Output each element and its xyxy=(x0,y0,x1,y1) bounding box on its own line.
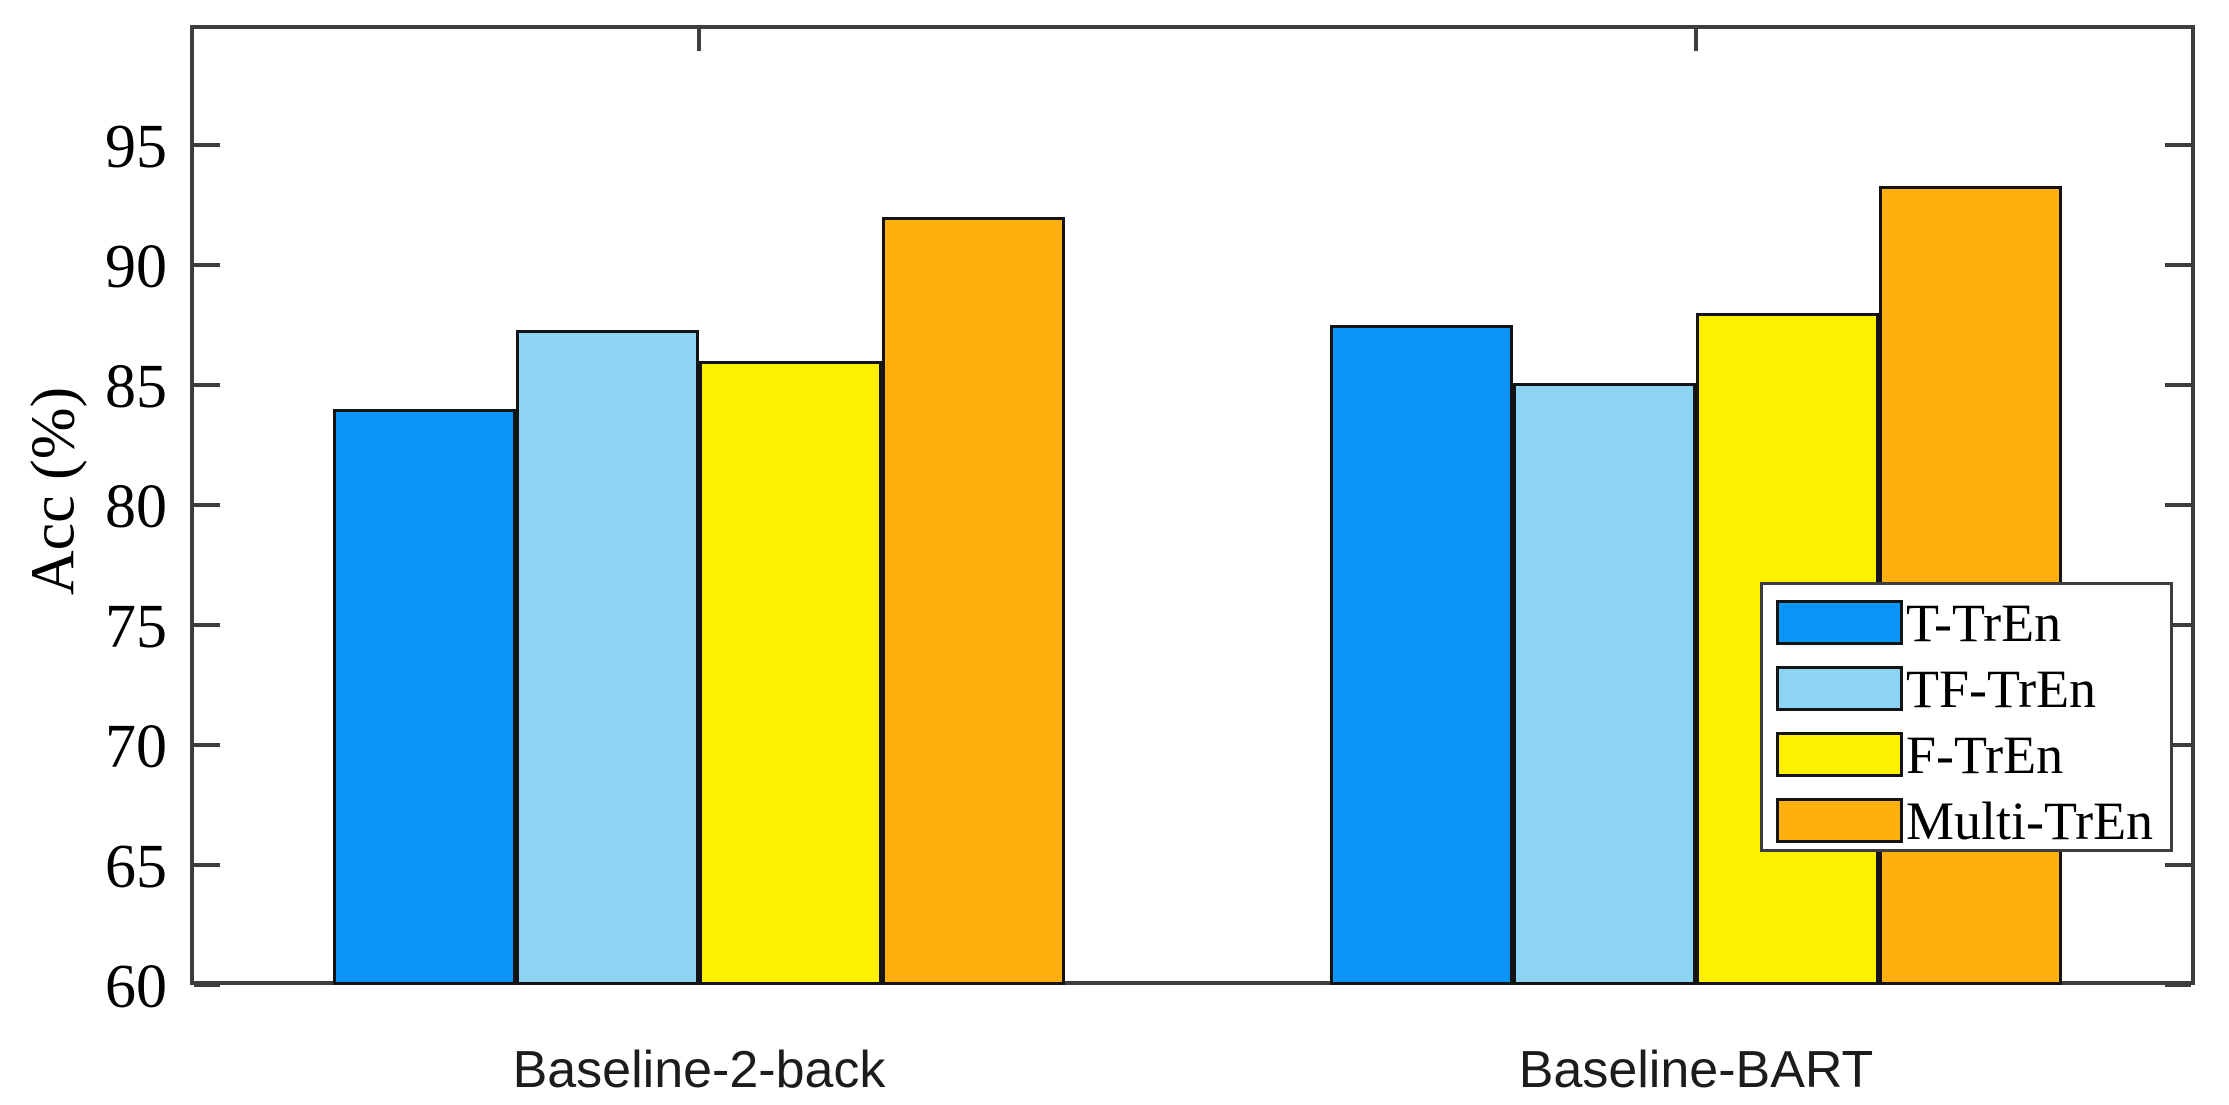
x-category-label: Baseline-2-back xyxy=(512,1041,886,1099)
y-tick-mark-left xyxy=(194,743,220,747)
x-category-label: Baseline-BART xyxy=(1518,1041,1874,1099)
bar-f-tren-1 xyxy=(699,361,882,985)
y-tick-mark-left xyxy=(194,623,220,627)
y-tick-mark-right xyxy=(2165,143,2191,147)
legend-label: F-TrEn xyxy=(1906,725,2064,785)
bar-t-tren-1 xyxy=(333,409,516,985)
y-tick-mark-right xyxy=(2165,263,2191,267)
legend-label: T-TrEn xyxy=(1906,593,2062,653)
y-tick-mark-right xyxy=(2165,623,2191,627)
y-axis-label: Acc (%) xyxy=(19,386,88,596)
y-tick-mark-right xyxy=(2165,503,2191,507)
legend-item: F-TrEn xyxy=(1763,725,2170,785)
y-tick-mark-right xyxy=(2165,863,2191,867)
legend-swatch-tf-tren xyxy=(1776,666,1903,711)
legend-swatch-t-tren xyxy=(1776,600,1903,645)
y-tick-mark-right xyxy=(2165,383,2191,387)
legend-swatch-f-tren xyxy=(1776,732,1903,777)
bar-multi-tren-1 xyxy=(882,217,1065,985)
bar-t-tren-2 xyxy=(1330,325,1513,985)
y-tick-mark-left xyxy=(194,863,220,867)
legend: T-TrEn TF-TrEn F-TrEn Multi-TrEn xyxy=(1760,582,2173,852)
legend-swatch-multi-tren xyxy=(1776,798,1903,843)
y-tick-label: 60 xyxy=(105,953,167,1021)
y-tick-mark-left xyxy=(194,263,220,267)
legend-item: T-TrEn xyxy=(1763,593,2170,653)
y-tick-mark-right xyxy=(2165,743,2191,747)
bar-tf-tren-2 xyxy=(1513,382,1696,985)
legend-label: TF-TrEn xyxy=(1906,659,2097,719)
bar-tf-tren-1 xyxy=(516,329,699,985)
legend-item: Multi-TrEn xyxy=(1763,791,2170,851)
y-tick-label: 95 xyxy=(105,113,167,181)
y-tick-mark-right xyxy=(2165,983,2191,987)
y-tick-mark-left xyxy=(194,983,220,987)
y-tick-label: 75 xyxy=(105,593,167,661)
y-tick-label: 85 xyxy=(105,353,167,421)
y-tick-label: 70 xyxy=(105,713,167,781)
y-tick-mark-left xyxy=(194,383,220,387)
y-tick-mark-left xyxy=(194,143,220,147)
y-tick-label: 80 xyxy=(105,473,167,541)
y-tick-mark-left xyxy=(194,503,220,507)
y-tick-label: 90 xyxy=(105,233,167,301)
x-tick-mark-top xyxy=(697,29,701,51)
legend-item: TF-TrEn xyxy=(1763,659,2170,719)
y-tick-label: 65 xyxy=(105,833,167,901)
x-tick-mark-top xyxy=(1694,29,1698,51)
legend-label: Multi-TrEn xyxy=(1906,791,2154,851)
